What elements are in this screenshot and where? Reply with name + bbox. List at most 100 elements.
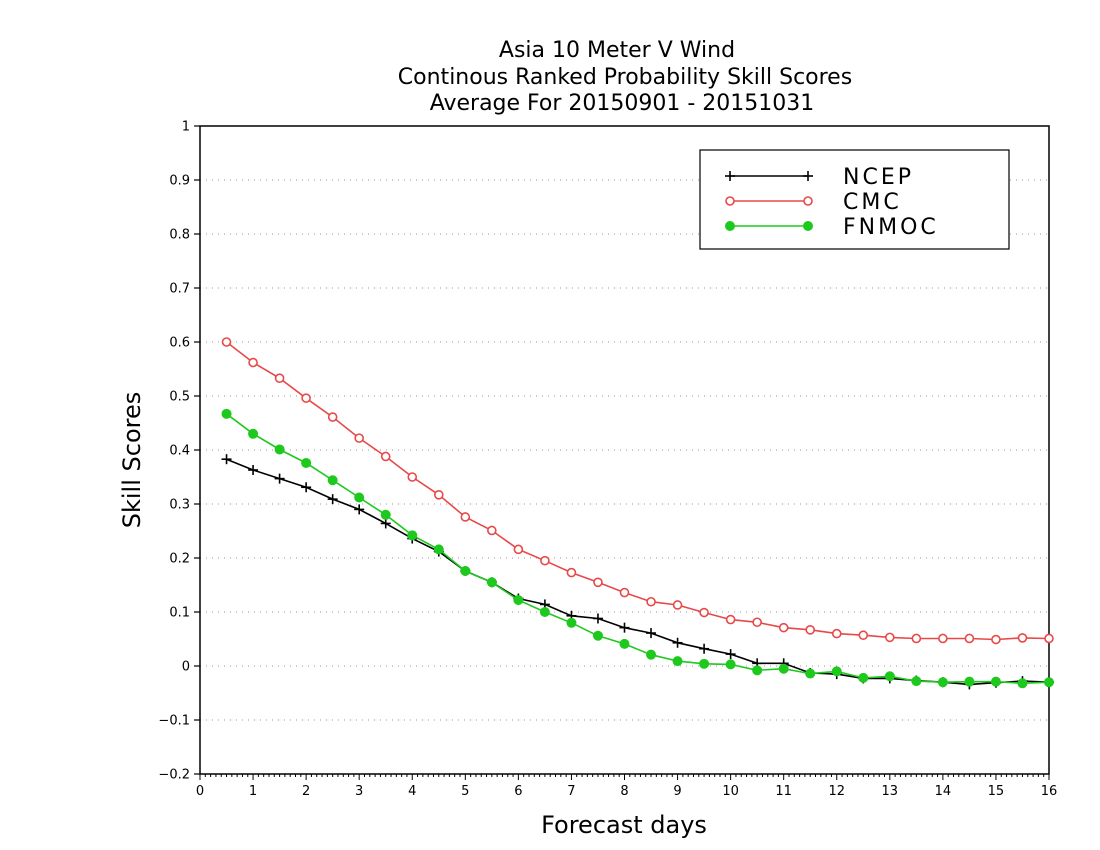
legend-marker-fnmoc	[803, 221, 813, 231]
data-point-fnmoc	[354, 492, 365, 503]
x-tick-label: 8	[620, 784, 628, 799]
x-tick-label: 13	[882, 784, 899, 799]
data-point-cmc	[274, 373, 285, 383]
data-point-ncep	[354, 504, 365, 515]
data-point-fnmoc	[911, 676, 922, 687]
data-point-ncep	[221, 454, 232, 465]
legend-marker-cmc	[725, 196, 735, 206]
legend-entry-fnmoc: FNMOC	[725, 215, 939, 240]
data-point-fnmoc	[672, 656, 683, 667]
y-tick-label: 0.4	[169, 444, 190, 459]
data-point-ncep	[619, 622, 630, 633]
data-point-fnmoc	[301, 457, 312, 468]
data-point-ncep	[592, 613, 603, 624]
data-point-fnmoc	[725, 659, 736, 670]
data-point-cmc	[991, 634, 1001, 645]
data-point-cmc	[1017, 633, 1028, 643]
y-tick-label: 0.3	[169, 498, 190, 513]
data-point-cmc	[964, 633, 975, 644]
x-tick-label: 10	[722, 784, 739, 799]
data-point-cmc	[221, 337, 232, 347]
x-tick-label: 16	[1041, 784, 1058, 799]
series-cmc	[221, 337, 1054, 645]
legend-marker-cmc	[803, 196, 813, 206]
data-point-fnmoc	[407, 530, 418, 541]
data-point-fnmoc	[778, 663, 789, 674]
data-point-cmc	[778, 622, 789, 633]
data-point-cmc	[725, 614, 736, 625]
data-point-cmc	[938, 633, 948, 644]
y-tick-label: 0.2	[169, 552, 190, 567]
data-point-fnmoc	[619, 638, 630, 649]
data-point-ncep	[327, 494, 338, 505]
data-point-cmc	[752, 617, 762, 628]
y-axis-label: Skill Scores	[118, 392, 146, 529]
data-point-fnmoc	[566, 617, 577, 628]
x-tick-label: 14	[935, 784, 952, 799]
data-point-cmc	[699, 607, 709, 618]
legend-entry-cmc: CMC	[725, 190, 902, 215]
data-point-cmc	[566, 567, 577, 578]
data-point-fnmoc	[884, 671, 895, 682]
data-point-fnmoc	[221, 408, 232, 419]
data-point-fnmoc	[460, 565, 471, 576]
data-point-fnmoc	[990, 676, 1001, 687]
legend-label-ncep: NCEP	[843, 165, 914, 190]
data-point-ncep	[725, 649, 736, 660]
series-line-fnmoc	[226, 413, 1050, 685]
data-point-ncep	[380, 518, 391, 529]
data-point-cmc	[433, 490, 444, 500]
data-point-fnmoc	[699, 658, 710, 669]
data-point-cmc	[593, 577, 603, 588]
data-point-fnmoc	[831, 666, 842, 677]
y-tick-label: 0.7	[169, 282, 190, 297]
data-point-fnmoc	[1017, 678, 1028, 689]
data-point-cmc	[407, 472, 418, 482]
x-tick-label: 7	[567, 784, 575, 799]
x-tick-label: 15	[988, 784, 1005, 799]
x-tick-label: 11	[775, 784, 792, 799]
data-point-fnmoc	[380, 509, 391, 520]
data-point-fnmoc	[486, 577, 497, 588]
x-tick-label: 5	[461, 784, 469, 799]
data-point-cmc	[646, 596, 656, 607]
data-point-fnmoc	[1044, 677, 1054, 688]
y-tick-label: −0.2	[158, 768, 190, 783]
y-tick-label: 0.1	[169, 606, 190, 621]
data-point-cmc	[911, 633, 922, 644]
y-tick-label: −0.1	[158, 714, 190, 729]
x-tick-label: 6	[514, 784, 522, 799]
y-tick-label: 0.8	[169, 228, 190, 243]
chart-title-line-3: Average For 20150901 - 20151031	[430, 91, 815, 116]
data-point-fnmoc	[858, 672, 869, 683]
legend-label-fnmoc: FNMOC	[843, 215, 939, 240]
x-axis-label: Forecast days	[541, 811, 707, 839]
series-line-ncep	[226, 458, 1050, 686]
data-point-ncep	[646, 628, 657, 639]
legend-box	[699, 149, 1010, 250]
data-point-cmc	[513, 544, 524, 555]
legend-marker-ncep	[803, 171, 813, 181]
series-fnmoc	[221, 408, 1054, 689]
data-point-fnmoc	[646, 649, 657, 660]
data-point-fnmoc	[433, 544, 444, 555]
data-point-cmc	[301, 393, 311, 403]
data-point-cmc	[858, 630, 869, 641]
data-point-cmc	[248, 357, 258, 368]
plot-series	[221, 337, 1054, 690]
x-tick-label: 9	[673, 784, 681, 799]
data-point-cmc	[831, 628, 842, 639]
y-tick-label: 0	[182, 660, 190, 675]
data-point-cmc	[885, 632, 895, 643]
legend-label-cmc: CMC	[843, 190, 902, 215]
legend-marker-fnmoc	[725, 221, 735, 231]
data-point-fnmoc	[327, 475, 338, 486]
data-point-cmc	[487, 525, 497, 536]
x-tick-label: 3	[355, 784, 363, 799]
y-tick-label: 1	[182, 120, 190, 135]
x-tick-label: 2	[302, 784, 310, 799]
data-point-fnmoc	[964, 676, 975, 687]
y-tick-label: 0.5	[169, 390, 190, 405]
data-point-cmc	[672, 600, 683, 610]
data-point-fnmoc	[513, 595, 524, 606]
